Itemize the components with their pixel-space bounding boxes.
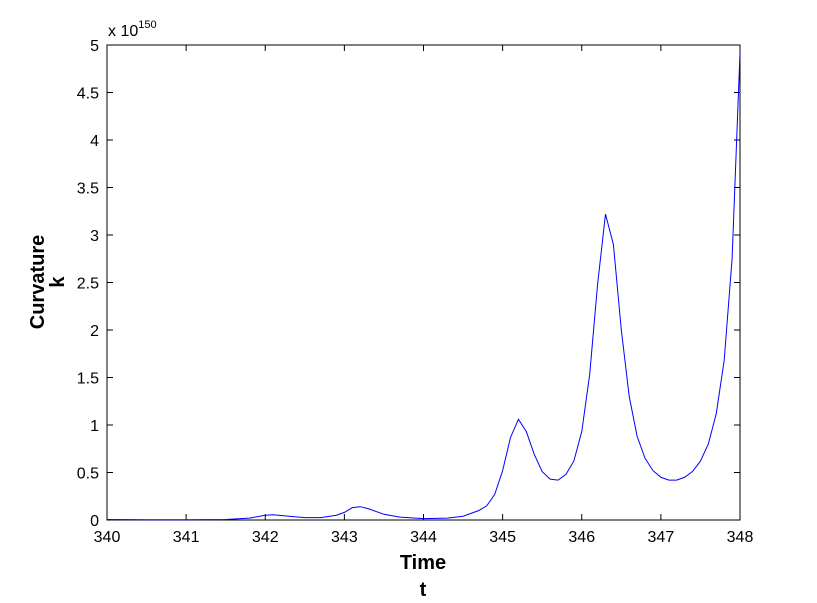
x-tick-label: 343: [331, 529, 358, 546]
x-tick-label: 348: [727, 529, 754, 546]
x-tick-label: 342: [252, 529, 279, 546]
y-label-group: Curvature k: [27, 235, 69, 329]
data-line: [106, 52, 741, 521]
y-tick-label: 0.5: [77, 466, 99, 483]
y-multiplier: x 10150: [108, 19, 157, 40]
y-tick-label: 3.5: [77, 181, 99, 198]
x-label: t: [420, 579, 427, 601]
x-tick-label: 345: [489, 529, 516, 546]
y-tick-label: 1.5: [77, 371, 99, 388]
multiplier-exponent: 150: [138, 19, 156, 31]
y-tick-label: 4: [90, 133, 99, 150]
y-label: Curvature: [27, 235, 49, 329]
y-tick-label: 0: [90, 513, 99, 530]
y-tick-label: 1: [90, 418, 99, 435]
multiplier-base: x 10: [108, 23, 138, 40]
x-label: Time: [400, 552, 446, 574]
x-tick-label: 347: [648, 529, 675, 546]
y-label: k: [47, 276, 69, 288]
x-tick-label: 344: [410, 529, 437, 546]
y-tick-label: 2.5: [77, 276, 99, 293]
x-tick-label: 340: [94, 529, 121, 546]
y-tick-label: 2: [90, 323, 99, 340]
x-tick-label: 341: [173, 529, 200, 546]
y-tick-label: 4.5: [77, 86, 99, 103]
y-tick-label: 5: [90, 38, 99, 55]
y-tick-label: 3: [90, 228, 99, 245]
x-tick-label: 346: [568, 529, 595, 546]
